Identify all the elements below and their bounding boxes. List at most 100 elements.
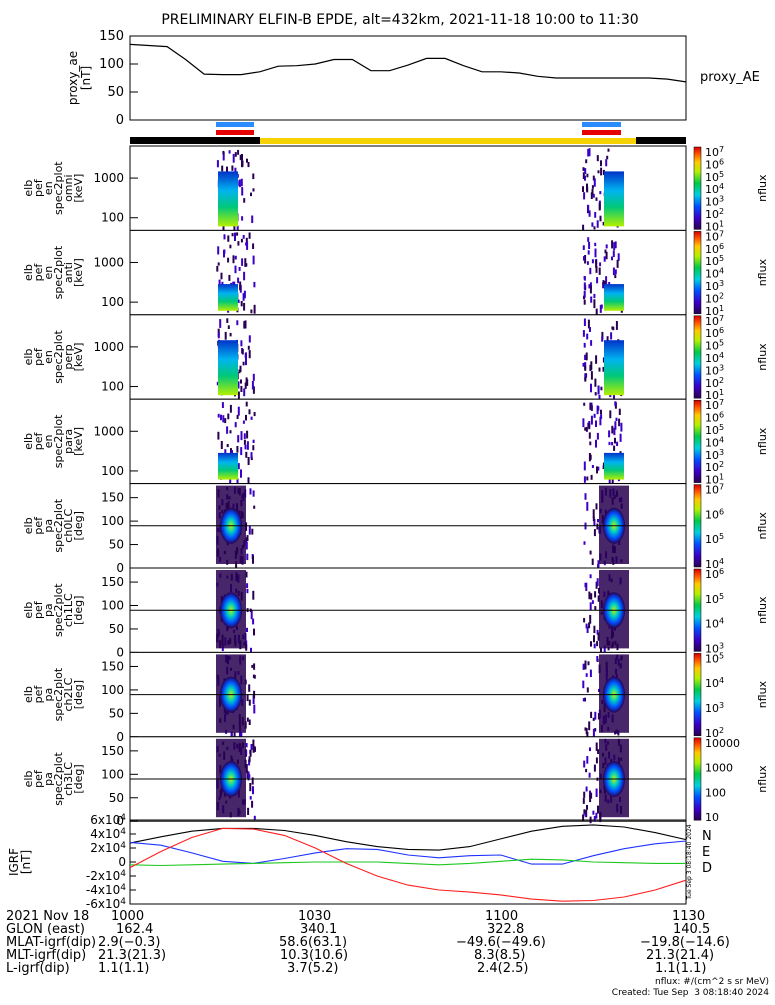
- speckle: [246, 583, 249, 588]
- y-tick-label: 100: [101, 514, 124, 528]
- mlt-value: 8.3(8.5): [474, 948, 526, 963]
- speckle: [252, 439, 255, 443]
- lshell-value: 3.7(5.2): [287, 961, 339, 976]
- speckle: [596, 641, 599, 647]
- speckle: [252, 490, 255, 497]
- ae-legend-label: proxy_AE: [700, 70, 760, 85]
- speckle: [582, 186, 584, 192]
- colorbar-tick-label: 107: [705, 398, 724, 412]
- side-timestamp: Tue Sep 3 08:18:40 2024: [686, 824, 693, 900]
- panel-ylabel: [deg]: [72, 511, 85, 540]
- speckle: [245, 750, 248, 756]
- speckle: [247, 457, 250, 465]
- panel-ylabel: elb: [22, 602, 35, 619]
- speckle: [592, 516, 595, 522]
- marker-blue: [582, 122, 621, 127]
- speckle: [245, 451, 248, 458]
- speckle: [248, 335, 251, 343]
- y-tick-label: 100: [101, 295, 124, 309]
- speckle: [252, 745, 255, 753]
- panel-ylabel: en: [42, 266, 55, 280]
- speckle: [600, 409, 602, 414]
- speckle: [226, 318, 229, 323]
- speckle: [252, 243, 255, 249]
- speckle: [252, 739, 255, 746]
- speckle: [586, 183, 588, 192]
- speckle: [238, 182, 241, 187]
- speckle: [253, 281, 256, 288]
- speckle: [611, 240, 614, 249]
- speckle: [617, 253, 620, 261]
- panel-ylabel: pef: [32, 178, 45, 197]
- speckle: [216, 160, 219, 168]
- colorbar-tick-label: 103: [705, 195, 724, 209]
- speckle: [595, 355, 598, 364]
- speckle: [251, 800, 254, 808]
- speckle: [606, 336, 609, 344]
- speckle: [603, 256, 606, 262]
- speckle: [582, 680, 585, 689]
- colorbar: [693, 231, 702, 315]
- speckle: [241, 160, 243, 168]
- speckle: [584, 377, 587, 382]
- speckle: [594, 392, 597, 396]
- speckle: [243, 290, 246, 299]
- speckle: [237, 241, 240, 246]
- orbit-segment-bars: [130, 122, 686, 144]
- speckle: [612, 250, 615, 258]
- speckle: [589, 364, 592, 371]
- speckle: [589, 790, 591, 798]
- panel-ylabel: en: [42, 181, 55, 195]
- speckle: [593, 293, 596, 299]
- speckle: [588, 210, 591, 217]
- colorbar-tick-label: 105: [705, 423, 724, 437]
- speckle: [590, 340, 593, 346]
- speckle: [234, 265, 237, 274]
- speckle: [223, 249, 225, 258]
- speckle: [595, 503, 598, 510]
- speckle: [253, 704, 256, 714]
- speckle: [584, 660, 587, 670]
- speckle: [229, 430, 232, 434]
- panel-ylabel: [deg]: [72, 680, 85, 709]
- speckle: [584, 175, 586, 181]
- speckle: [585, 786, 588, 792]
- mlt-value: 21.3(21.3): [98, 948, 167, 963]
- colorbar-tick-label: 101: [705, 219, 724, 233]
- speckle: [252, 255, 255, 265]
- speckle: [596, 405, 599, 415]
- footer-glon-3: 322.8: [487, 922, 525, 937]
- speckle: [585, 728, 588, 735]
- speckle: [588, 423, 591, 430]
- speckle: [600, 414, 603, 419]
- panel-ylabel: spec2plot: [52, 414, 65, 468]
- speckle: [584, 365, 587, 371]
- colorbar-tick-label: 102: [705, 460, 724, 474]
- speckle: [228, 274, 231, 281]
- y-tick-label: 150: [101, 491, 124, 505]
- speckle: [233, 732, 236, 740]
- speckle: [589, 441, 592, 446]
- speckle: [619, 433, 622, 442]
- speckle: [583, 791, 586, 798]
- colorbar-tick-label: 104: [705, 557, 724, 571]
- speckle: [248, 525, 251, 535]
- panel-frame: [129, 314, 687, 400]
- ae-frame: [129, 35, 687, 121]
- colorbar-tick-label: 106: [705, 507, 724, 521]
- speckle: [596, 656, 599, 662]
- speckle: [597, 713, 600, 720]
- speckle: [585, 159, 588, 164]
- colorbar-tick-label: 10000: [705, 737, 740, 750]
- colorbar-tick-label: 102: [705, 291, 724, 305]
- footer-date: 2021 Nov 18: [6, 909, 90, 924]
- speckle: [219, 319, 222, 328]
- colorbar-label: nflux: [756, 596, 769, 624]
- speckle: [254, 746, 256, 752]
- y-tick-label: 100: [101, 464, 124, 478]
- speckle: [595, 197, 598, 201]
- igrf-ylabel: IGRF: [7, 848, 21, 876]
- speckle: [232, 255, 235, 264]
- spectrogram-panel: 1000100elbpefenspec2plotpara[keV]1071061…: [22, 398, 769, 486]
